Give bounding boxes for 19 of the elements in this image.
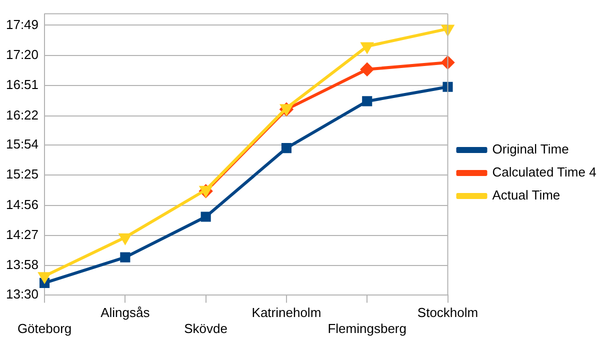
y-tick-label: 17:20: [6, 47, 39, 62]
x-tick-label: Flemingsberg: [328, 320, 406, 336]
legend-label: Original Time: [492, 142, 569, 157]
y-tick-label: 16:22: [6, 107, 39, 122]
x-tick-label: Stockholm: [417, 305, 478, 320]
y-tick-label: 14:56: [6, 196, 39, 212]
y-tick-label: 14:27: [6, 227, 39, 242]
y-tick-label: 13:58: [6, 257, 39, 272]
x-tick-label: Alingsås: [100, 305, 150, 320]
x-tick-label: Göteborg: [17, 320, 72, 336]
y-tick-label: 16:51: [6, 77, 39, 92]
y-tick-label: 15:25: [6, 166, 39, 182]
legend-label: Actual Time: [492, 188, 560, 203]
x-tick-label: Skövde: [184, 320, 228, 336]
y-tick-label: 17:49: [6, 16, 39, 32]
x-tick-label: Katrineholm: [252, 305, 322, 320]
legend-label: Calculated Time 4: [492, 164, 596, 180]
y-tick-label: 13:30: [6, 286, 39, 302]
y-tick-label: 15:54: [6, 136, 39, 152]
